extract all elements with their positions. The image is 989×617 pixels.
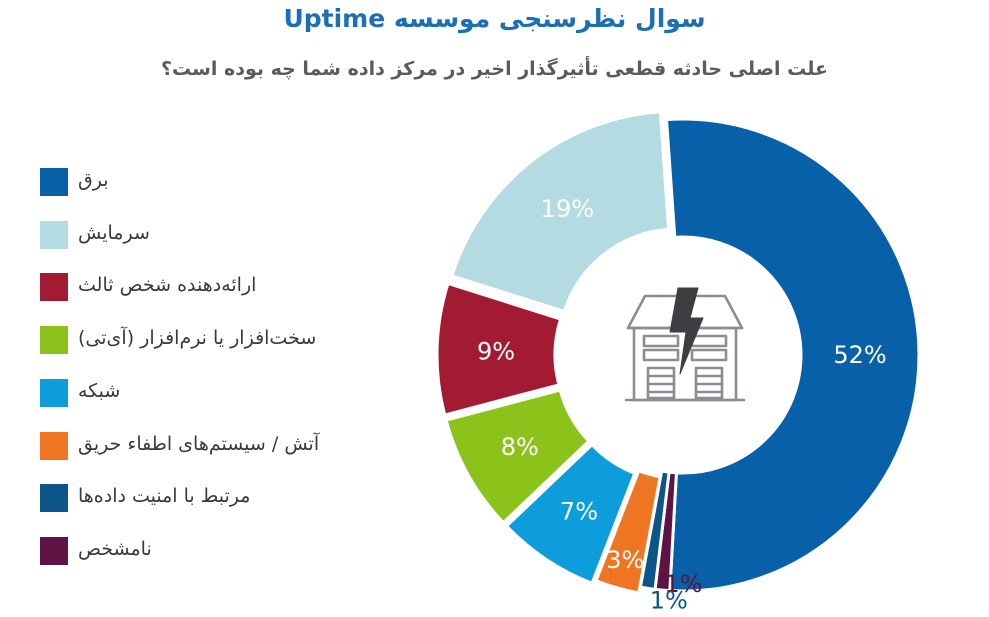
slice-value-label: 19%	[541, 195, 594, 223]
slices-layer	[435, 110, 921, 595]
legend-label: نامشخص	[78, 537, 152, 560]
legend-swatch	[40, 378, 68, 407]
legend-item: شبکه	[40, 378, 360, 409]
slice-value-label: 9%	[477, 337, 515, 365]
chart-title: سوال نظرسنجی موسسه Uptime	[283, 4, 706, 33]
legend-item: سرمایش	[40, 220, 360, 251]
chart-subtitle: علت اصلی حادثه قطعی تأثیرگذار اخیر در مر…	[161, 58, 828, 80]
legend-swatch	[40, 273, 68, 302]
legend-label: ارائه‌دهنده شخص ثالث	[78, 274, 257, 297]
legend-label: مرتبط با امنیت داده‌ها	[78, 485, 251, 508]
slice-value-label: 52%	[833, 341, 886, 369]
legend-swatch	[40, 168, 68, 196]
slice-value-label: 8%	[501, 433, 539, 461]
legend-item: آتش / سیستم‌های اطفاء حریق	[40, 431, 360, 462]
pie-slice	[638, 469, 671, 592]
legend-label: سرمایش	[78, 221, 150, 244]
legend-item: سخت‌افزار یا نرم‌افزار (آی‌تی)	[40, 326, 360, 356]
legend-swatch	[40, 431, 68, 460]
pie-slice	[435, 281, 563, 417]
pie-slice	[664, 117, 921, 593]
legend-swatch	[40, 326, 68, 355]
legend-item: مرتبط با امنیت داده‌ها	[40, 484, 360, 514]
pie-slice	[504, 442, 637, 586]
legend-item: برق	[40, 168, 360, 198]
slice-labels-layer: 52%1%1%3%7%8%9%19%	[477, 195, 887, 614]
slice-value-label: 3%	[606, 546, 644, 574]
legend-label: برق	[78, 169, 109, 191]
legend-swatch	[40, 220, 68, 249]
legend-item: ارائه‌دهنده شخص ثالث	[40, 273, 360, 303]
pie-slice	[449, 110, 671, 314]
pie-slice	[444, 388, 591, 525]
legend-swatch	[40, 484, 68, 513]
slice-value-label: 1%	[664, 570, 702, 598]
legend-swatch	[40, 536, 68, 565]
legend-label: شبکه	[78, 379, 121, 402]
datacenter-lightning-icon	[624, 287, 746, 402]
slice-value-label: 7%	[560, 497, 598, 525]
legend-label: سخت‌افزار یا نرم‌افزار (آی‌تی)	[78, 327, 317, 350]
legend-item: نامشخص	[40, 536, 360, 567]
legend-label: آتش / سیستم‌های اطفاء حریق	[78, 432, 320, 455]
pie-slice	[594, 468, 662, 595]
slice-value-label: 1%	[650, 586, 688, 614]
